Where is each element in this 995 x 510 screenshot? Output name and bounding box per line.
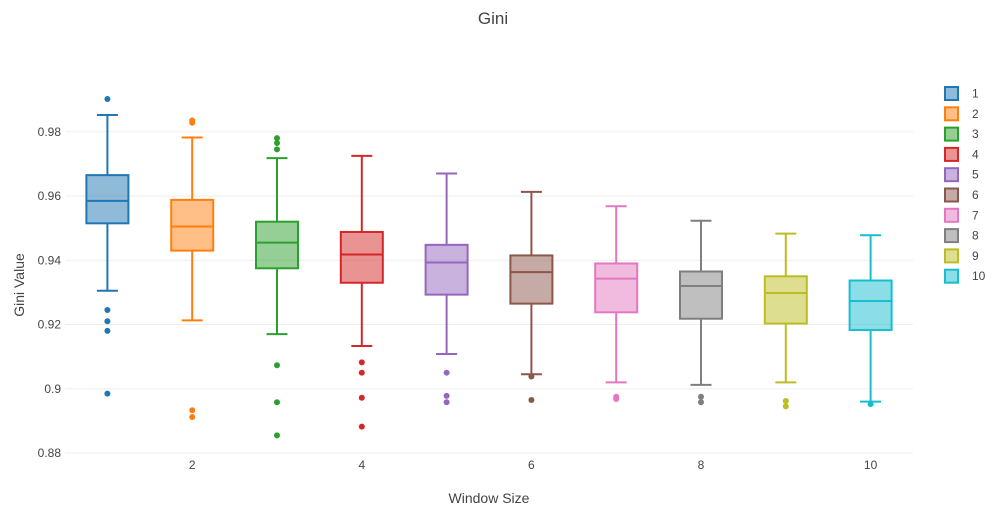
outlier-point: [698, 399, 704, 406]
x-axis-ticks: 2 4 6 8 10: [189, 458, 878, 472]
legend-swatch: [944, 167, 959, 183]
outlier-point: [443, 369, 450, 376]
legend-label: 1: [972, 87, 979, 101]
box-4[interactable]: [339, 154, 384, 430]
box-iqr: [85, 174, 130, 225]
outlier-point: [274, 135, 280, 142]
outlier-point: [358, 359, 365, 366]
legend-label: 5: [972, 168, 979, 182]
legend-item-5[interactable]: 5: [944, 167, 979, 183]
outlier-point: [189, 407, 196, 414]
outlier-point: [528, 396, 535, 403]
outlier-point: [443, 399, 450, 406]
box-5[interactable]: [424, 172, 469, 406]
outlier-point: [104, 95, 111, 102]
x-axis-title: Window Size: [449, 490, 530, 506]
y-tick-label: 0.98: [38, 125, 62, 139]
box-iqr: [848, 279, 893, 331]
box-series: [85, 95, 893, 439]
box-iqr: [763, 275, 808, 325]
legend-label: 10: [972, 269, 986, 283]
legend-swatch: [944, 248, 959, 264]
outlier-point: [104, 307, 111, 314]
outlier-point: [189, 414, 196, 421]
y-tick-label: 0.96: [38, 189, 62, 203]
legend-item-10[interactable]: 10: [944, 268, 986, 284]
box-iqr: [424, 243, 469, 296]
outlier-point: [274, 432, 280, 439]
box-8[interactable]: [679, 219, 723, 406]
legend-label: 6: [972, 188, 979, 202]
x-tick-label: 2: [189, 458, 196, 472]
legend-label: 3: [972, 127, 979, 141]
outlier-point: [782, 403, 789, 410]
outlier-point: [528, 373, 535, 380]
x-tick-label: 10: [864, 458, 878, 472]
outlier-point: [274, 140, 280, 147]
y-tick-label: 0.92: [38, 318, 62, 332]
legend-label: 8: [972, 229, 979, 243]
outlier-point: [104, 318, 111, 325]
outlier-point: [104, 327, 111, 334]
x-tick-label: 4: [358, 458, 365, 472]
outlier-point: [782, 397, 789, 404]
x-tick-label: 8: [698, 458, 705, 472]
legend-item-1[interactable]: 1: [944, 86, 979, 101]
box-iqr: [339, 230, 384, 284]
box-9[interactable]: [763, 232, 808, 410]
box-iqr: [679, 270, 723, 320]
legend-label: 4: [972, 147, 979, 161]
legend-label: 9: [972, 249, 979, 263]
outlier-point: [274, 362, 280, 369]
outlier-point: [443, 392, 450, 399]
box-2[interactable]: [170, 117, 215, 421]
outlier-point: [358, 423, 365, 430]
box-10[interactable]: [848, 234, 893, 408]
outlier-point: [358, 394, 365, 401]
legend-swatch: [944, 207, 959, 223]
legend-item-7[interactable]: 7: [944, 207, 979, 223]
legend-swatch: [944, 106, 959, 122]
x-tick-label: 6: [528, 458, 535, 472]
legend-swatch: [944, 268, 959, 284]
y-tick-label: 0.94: [38, 253, 62, 267]
outlier-point: [698, 393, 704, 400]
legend-item-9[interactable]: 9: [944, 248, 979, 264]
legend-label: 7: [972, 208, 979, 222]
outlier-point: [104, 390, 111, 397]
outlier-point: [358, 369, 365, 376]
box-iqr: [170, 198, 215, 252]
y-axis-title: Gini Value: [11, 253, 27, 317]
legend-item-2[interactable]: 2: [944, 106, 979, 122]
legend-item-6[interactable]: 6: [944, 187, 979, 203]
y-tick-label: 0.88: [38, 446, 62, 460]
legend-swatch: [944, 126, 959, 142]
box-1[interactable]: [85, 95, 130, 397]
legend-item-3[interactable]: 3: [944, 126, 979, 142]
legend-swatch: [944, 146, 959, 162]
legend-item-8[interactable]: 8: [944, 228, 979, 244]
gridlines: [65, 131, 913, 454]
legend-label: 2: [972, 107, 979, 121]
box-3[interactable]: [255, 135, 299, 439]
box-iqr: [509, 254, 554, 305]
chart-title: Gini: [478, 9, 508, 28]
outlier-point: [274, 399, 280, 406]
y-tick-label: 0.9: [44, 382, 61, 396]
legend-swatch: [944, 86, 959, 101]
outlier-point: [613, 396, 620, 403]
legend-item-4[interactable]: 4: [944, 146, 979, 162]
legend-swatch: [944, 187, 959, 203]
outlier-point: [867, 401, 874, 408]
box-7[interactable]: [594, 205, 639, 403]
legend-swatch: [944, 228, 959, 244]
legend[interactable]: 1 2 3 4 5 6 7 8 9 10: [944, 86, 986, 284]
y-axis-ticks: 0.88 0.9 0.92 0.94 0.96 0.98: [38, 125, 62, 460]
box-iqr: [594, 262, 639, 314]
box-6[interactable]: [509, 190, 554, 403]
box-iqr: [255, 220, 299, 270]
outlier-point: [189, 119, 196, 126]
outlier-point: [274, 146, 280, 153]
